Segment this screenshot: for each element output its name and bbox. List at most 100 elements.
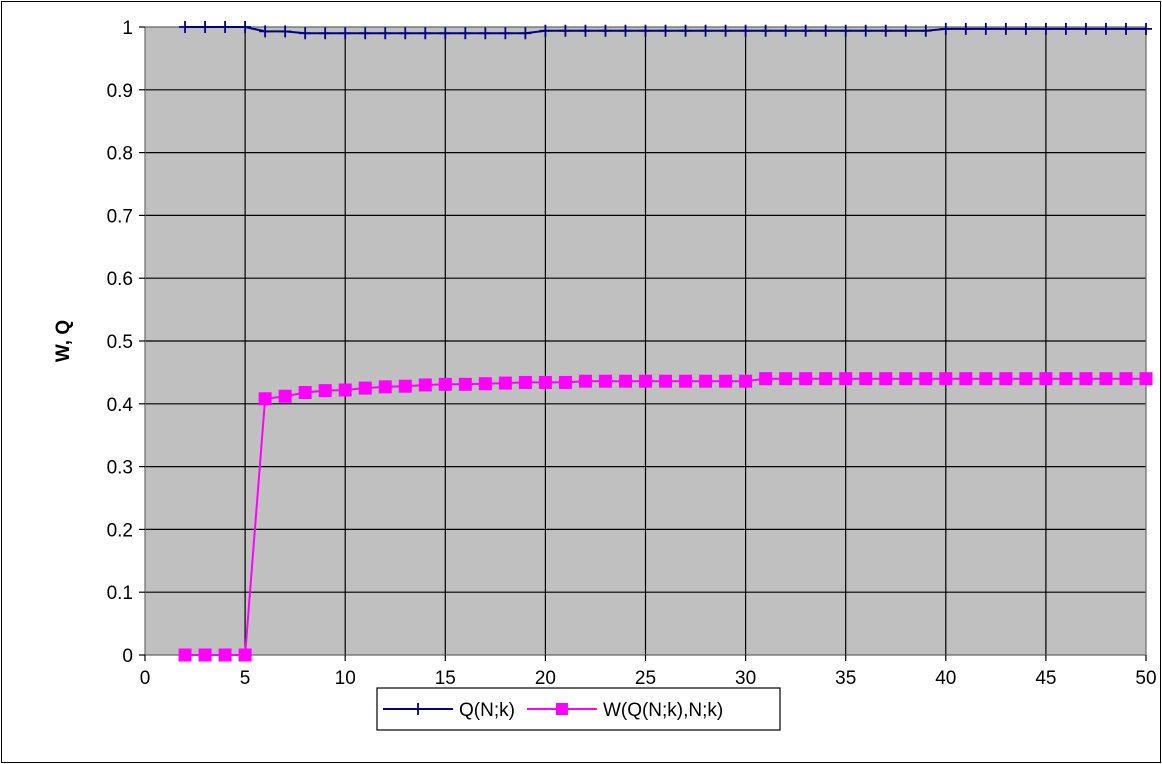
x-tick-label: 20 xyxy=(535,668,556,689)
data-point xyxy=(679,24,692,37)
data-point xyxy=(478,377,492,391)
data-point xyxy=(699,374,713,388)
x-tick-label: 50 xyxy=(1135,668,1156,689)
data-point xyxy=(1019,372,1033,386)
data-point xyxy=(419,27,432,40)
x-tick-label: 30 xyxy=(735,668,756,689)
y-tick-label: 0.2 xyxy=(107,520,133,541)
data-point xyxy=(439,27,452,40)
data-point xyxy=(819,24,832,37)
data-point xyxy=(919,372,933,386)
y-tick-label: 0.1 xyxy=(107,583,133,604)
x-tick-label: 0 xyxy=(140,668,151,689)
data-point xyxy=(499,27,512,40)
data-point xyxy=(578,374,592,388)
data-point xyxy=(1139,372,1153,386)
data-point xyxy=(279,25,292,38)
data-point xyxy=(599,24,612,37)
y-tick-label: 0.6 xyxy=(107,269,133,290)
data-point xyxy=(398,379,412,393)
data-point xyxy=(859,24,872,37)
data-point xyxy=(179,21,192,33)
data-point xyxy=(338,383,352,397)
data-point xyxy=(218,648,232,662)
data-point xyxy=(939,372,953,386)
legend-label-2: W(Q(N;k),N;k) xyxy=(603,700,723,721)
data-point xyxy=(579,24,592,37)
data-point xyxy=(1099,372,1113,386)
data-point xyxy=(739,374,753,388)
data-point xyxy=(299,27,312,40)
data-point xyxy=(839,24,852,37)
data-point xyxy=(1079,372,1093,386)
data-point xyxy=(1099,22,1112,35)
data-point xyxy=(959,22,972,35)
data-point xyxy=(999,22,1012,35)
data-point xyxy=(799,372,813,386)
data-point xyxy=(919,24,932,37)
data-point xyxy=(198,648,212,662)
data-point xyxy=(459,27,472,40)
data-point xyxy=(999,372,1013,386)
y-tick-label: 0.8 xyxy=(107,144,133,165)
data-point xyxy=(259,25,272,38)
data-point xyxy=(399,27,412,40)
x-tick-label: 35 xyxy=(835,668,856,689)
data-point xyxy=(258,392,272,406)
data-point xyxy=(759,24,772,37)
data-point xyxy=(639,374,652,388)
data-point xyxy=(539,24,552,37)
y-tick-label: 0.4 xyxy=(107,395,134,416)
x-tick-label: 10 xyxy=(335,668,356,689)
data-point xyxy=(618,374,632,388)
y-tick-label: 0.9 xyxy=(107,81,133,102)
x-tick-label: 45 xyxy=(1035,668,1056,689)
data-point xyxy=(1119,22,1132,35)
y-tick-label: 1 xyxy=(122,18,133,39)
legend-label-1: Q(N;k) xyxy=(459,700,515,721)
data-point xyxy=(1019,22,1032,35)
data-point xyxy=(1059,372,1073,386)
data-point xyxy=(879,372,893,386)
legend-marker xyxy=(555,703,568,715)
data-point xyxy=(979,372,993,386)
data-point xyxy=(659,374,673,388)
y-tick-label: 0.7 xyxy=(107,206,133,227)
data-point xyxy=(219,21,232,33)
data-point xyxy=(1140,22,1152,35)
data-point xyxy=(779,372,793,386)
x-tick-label: 15 xyxy=(435,668,456,689)
data-point xyxy=(538,375,552,389)
data-point xyxy=(779,24,792,37)
data-point xyxy=(1079,22,1092,35)
data-point xyxy=(959,372,973,386)
data-point xyxy=(359,27,372,40)
data-point xyxy=(739,24,752,37)
data-point xyxy=(519,27,532,40)
data-point xyxy=(239,21,252,33)
data-point xyxy=(598,374,612,388)
data-point xyxy=(859,372,873,386)
data-point xyxy=(899,24,912,37)
data-point xyxy=(619,24,632,37)
data-point xyxy=(1039,372,1053,386)
data-point xyxy=(379,27,392,40)
data-point xyxy=(799,24,812,37)
x-tick-label: 5 xyxy=(240,668,251,689)
data-point xyxy=(879,24,892,37)
data-point xyxy=(979,22,992,35)
x-axis-ticks: 0 5 10 15 20 25 30 35 40 45 50 xyxy=(140,655,1157,689)
data-point xyxy=(719,24,732,37)
data-point xyxy=(518,375,532,389)
data-point xyxy=(458,377,472,391)
data-point xyxy=(278,389,292,403)
data-point xyxy=(319,27,332,40)
data-point xyxy=(939,22,952,35)
data-point xyxy=(298,385,312,399)
data-point xyxy=(1059,22,1072,35)
data-point xyxy=(839,372,853,386)
data-point xyxy=(559,24,572,37)
data-point xyxy=(819,372,833,386)
data-point xyxy=(1119,372,1133,386)
